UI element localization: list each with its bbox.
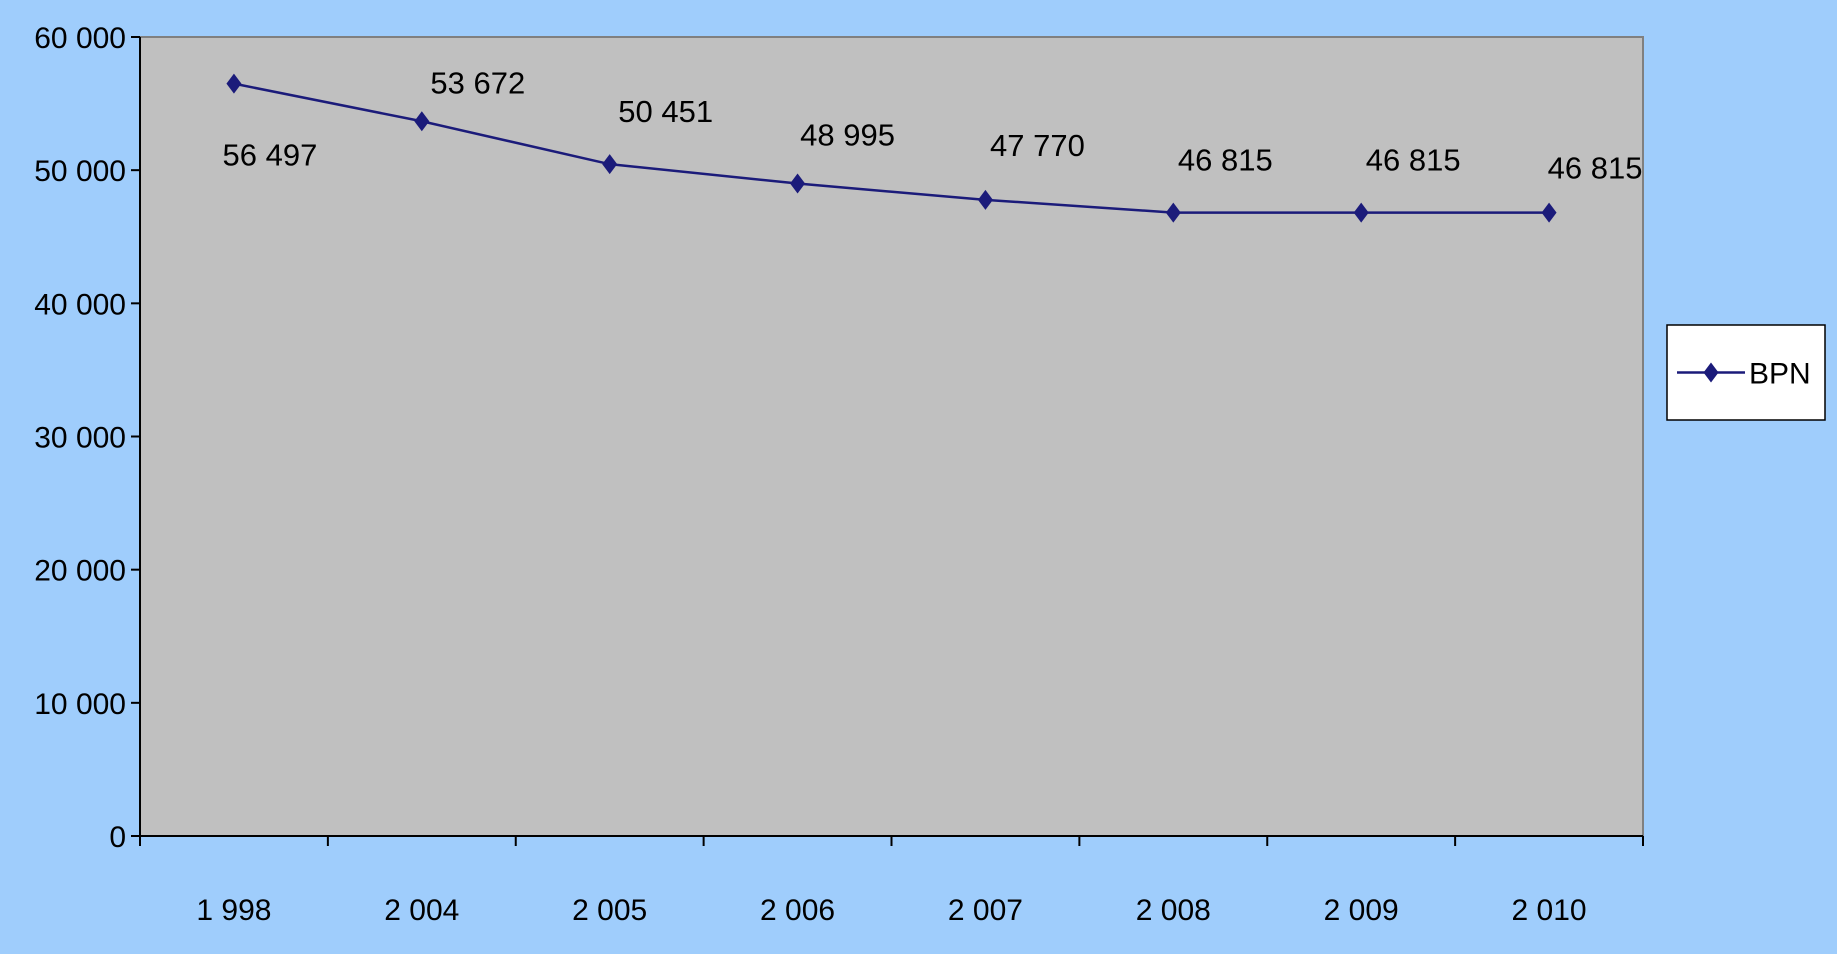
data-label: 48 995 (800, 118, 895, 153)
x-tick-label: 2 006 (760, 894, 835, 927)
y-tick-label: 60 000 (34, 22, 126, 55)
legend-diamond-marker (1703, 362, 1719, 383)
data-label: 56 497 (223, 138, 318, 173)
x-tick-label: 2 008 (1136, 894, 1211, 927)
data-label: 46 815 (1178, 143, 1273, 178)
y-tick-label: 10 000 (34, 688, 126, 721)
plot-area (139, 36, 1644, 837)
data-label: 47 770 (990, 128, 1085, 163)
x-tick-label: 2 007 (948, 894, 1023, 927)
legend: BPN (1666, 324, 1826, 421)
y-tick-label: 30 000 (34, 422, 126, 455)
legend-label-bpn: BPN (1749, 358, 1811, 391)
data-point-marker (602, 154, 618, 175)
y-tick-label: 0 (109, 821, 126, 854)
y-axis: 0 10 000 20 000 30 000 40 000 50 000 60 000 (34, 22, 141, 854)
x-tick-label: 2 005 (572, 894, 647, 927)
x-tick-label: 2 004 (384, 894, 459, 927)
series-line-bpn (233, 82, 1550, 214)
y-tick-label: 20 000 (34, 555, 126, 588)
data-point-marker (1353, 202, 1369, 223)
data-point-marker (1165, 202, 1181, 223)
x-axis: 1 998 2 004 2 005 2 006 2 007 2 008 2 009 2 010 (139, 835, 1644, 927)
data-point-marker (226, 73, 242, 94)
x-tick-label: 1 998 (196, 894, 271, 927)
data-point-marker (1541, 202, 1557, 223)
data-label: 50 451 (618, 94, 713, 129)
series-bpn (226, 73, 1557, 223)
data-label: 46 815 (1548, 151, 1643, 186)
y-tick-label: 50 000 (34, 155, 126, 188)
data-point-marker (977, 189, 993, 210)
y-tick-label: 40 000 (34, 288, 126, 321)
data-point-marker (790, 173, 806, 194)
data-label: 53 672 (430, 65, 525, 100)
x-tick-label: 2 010 (1512, 894, 1587, 927)
data-point-marker (414, 111, 430, 132)
data-labels: 56 497 53 672 50 451 48 995 47 770 46 815 46 8… (223, 65, 1643, 185)
data-label: 46 815 (1366, 143, 1461, 178)
x-tick-label: 2 009 (1324, 894, 1399, 927)
